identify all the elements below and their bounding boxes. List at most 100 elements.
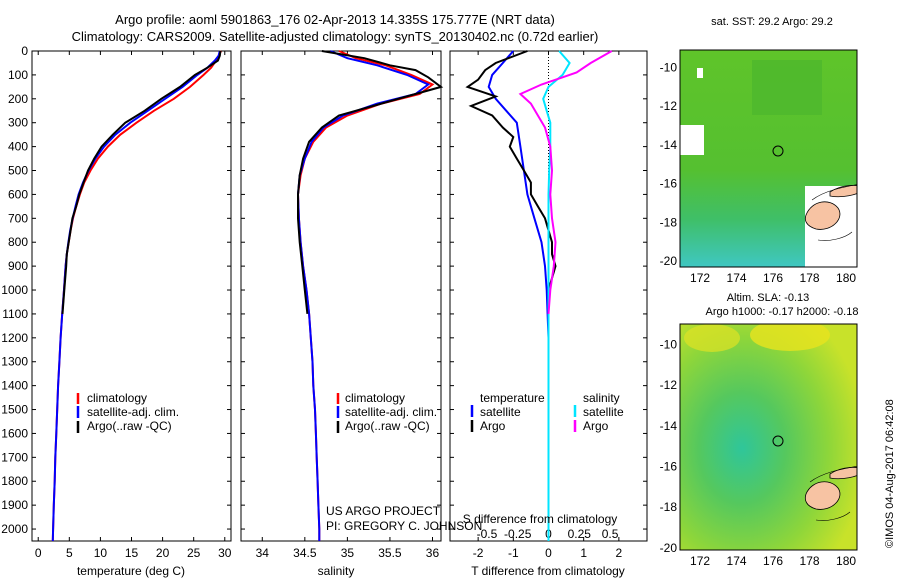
profile-curves — [51, 50, 613, 542]
map-lon-label: 178 — [800, 554, 820, 568]
top-tick-label: -0.25 — [504, 527, 532, 541]
x-tick-label: 15 — [125, 546, 139, 560]
legend-s-satellite: satellite — [583, 405, 624, 419]
series-salinity-satellite — [542, 50, 571, 541]
series-salinity-argo — [518, 50, 613, 314]
y-tick-label: 500 — [8, 164, 28, 178]
legend-s-argo: Argo — [583, 419, 609, 433]
x-tick-label: 36 — [426, 546, 440, 560]
series-temperature-satellite — [487, 50, 550, 541]
sla-map-frame — [679, 323, 858, 551]
diff-xlabel-bottom: T difference from climatology — [471, 564, 625, 578]
map-lon-label: 172 — [690, 554, 710, 568]
series-satellite-adj-clim- — [296, 50, 431, 541]
map-lon-label: 176 — [763, 271, 783, 285]
top-tick-label: 0.5 — [602, 527, 619, 541]
salinity-panel-frame — [240, 50, 442, 542]
y-tick-label: 800 — [8, 235, 28, 249]
series-climatology — [51, 50, 222, 542]
y-tick-label: 1500 — [1, 403, 28, 417]
y-tick-label: 1200 — [1, 331, 28, 345]
y-tick-label: 700 — [8, 211, 28, 225]
y-tick-label: 1700 — [1, 450, 28, 464]
salinity-xlabel: salinity — [318, 564, 355, 578]
y-tick-label: 900 — [8, 259, 28, 273]
sla-map — [680, 324, 857, 550]
sst-missing-data — [697, 68, 703, 78]
series-satellite-adj-clim- — [51, 50, 221, 542]
map-lon-label: 178 — [800, 271, 820, 285]
map-lat-label: -20 — [660, 541, 678, 555]
profile-title: Argo profile: aoml 5901863_176 02-Apr-20… — [115, 12, 555, 27]
x-tick-label: 0 — [545, 546, 552, 560]
axes-ticks: 0100200300400500600700800900100011001200… — [1, 44, 856, 568]
sla-map-subtitle: Argo h1000: -0.17 h2000: -0.18 — [706, 306, 859, 318]
climatology-subtitle: Climatology: CARS2009. Satellite-adjuste… — [71, 29, 599, 44]
legend-salinity-heading: salinity — [583, 391, 620, 405]
map-lon-label: 174 — [727, 271, 747, 285]
sst-missing-data — [680, 125, 704, 155]
x-tick-label: 34.5 — [293, 546, 317, 560]
float-position-marker — [772, 145, 784, 157]
temperature-legend: climatology satellite-adj. clim. Argo(..… — [76, 391, 179, 433]
sla-field — [680, 324, 857, 550]
sst-map-frame — [679, 49, 858, 268]
legend-argo: Argo(..raw -QC) — [345, 419, 430, 433]
y-tick-label: 0 — [21, 44, 28, 58]
project-credit: US ARGO PROJECT — [326, 504, 441, 518]
map-lat-label: -10 — [660, 60, 678, 74]
reef-contour — [809, 465, 857, 521]
y-tick-label: 1900 — [1, 498, 28, 512]
pi-credit: PI: GREGORY C. JOHNSON — [326, 519, 482, 533]
sla-high-patch — [684, 324, 740, 352]
map-lat-label: -18 — [660, 500, 678, 514]
sst-map-title: sat. SST: 29.2 Argo: 29.2 — [711, 16, 833, 28]
sst-map — [680, 50, 857, 267]
x-tick-label: -1 — [508, 546, 519, 560]
salinity-legend: climatology satellite-adj. clim. Argo(..… — [336, 391, 437, 433]
x-tick-label: 2 — [616, 546, 623, 560]
sla-map-title: Altim. SLA: -0.13 — [727, 292, 810, 304]
legend-satellite: satellite-adj. clim. — [345, 405, 437, 419]
y-tick-label: 1800 — [1, 474, 28, 488]
x-tick-label: 34 — [256, 546, 270, 560]
x-tick-label: 20 — [156, 546, 170, 560]
legend-climatology: climatology — [345, 391, 405, 405]
reef-contour — [811, 184, 857, 241]
top-tick-label: -0.5 — [477, 527, 498, 541]
sst-warm-patch — [752, 60, 822, 115]
x-tick-label: 0 — [35, 546, 42, 560]
map-lon-label: 174 — [727, 554, 747, 568]
x-tick-label: 1 — [580, 546, 587, 560]
map-lon-label: 180 — [836, 554, 856, 568]
y-tick-label: 400 — [8, 140, 28, 154]
x-tick-label: 25 — [187, 546, 201, 560]
y-tick-label: 300 — [8, 116, 28, 130]
legend-t-argo: Argo — [480, 419, 506, 433]
map-lat-label: -14 — [660, 138, 678, 152]
diff-xlabel-top: S difference from climatology — [463, 512, 618, 526]
temperature-xlabel: temperature (deg C) — [77, 564, 185, 578]
imos-timestamp: ©IMOS 04-Aug-2017 06:42:08 — [884, 399, 896, 548]
x-tick-label: 35.5 — [378, 546, 402, 560]
sla-high-patch — [750, 324, 830, 351]
series-temperature-argo — [465, 50, 557, 314]
legend-climatology: climatology — [87, 391, 147, 405]
map-lon-label: 176 — [763, 554, 783, 568]
y-tick-label: 100 — [8, 68, 28, 82]
map-lat-label: -12 — [660, 378, 678, 392]
map-lon-label: 180 — [836, 271, 856, 285]
x-tick-label: -2 — [473, 546, 484, 560]
map-lat-label: -18 — [660, 215, 678, 229]
legend-temperature-heading: temperature — [480, 391, 545, 405]
series-argo-raw-qc- — [297, 50, 444, 315]
legend-satellite: satellite-adj. clim. — [87, 405, 179, 419]
map-lat-label: -16 — [660, 460, 678, 474]
y-tick-label: 1600 — [1, 426, 28, 440]
x-tick-label: 5 — [66, 546, 73, 560]
float-position-marker — [772, 435, 784, 447]
x-tick-label: 35 — [341, 546, 355, 560]
island-viti-levu — [804, 481, 841, 510]
legend-argo: Argo(..raw -QC) — [87, 419, 172, 433]
